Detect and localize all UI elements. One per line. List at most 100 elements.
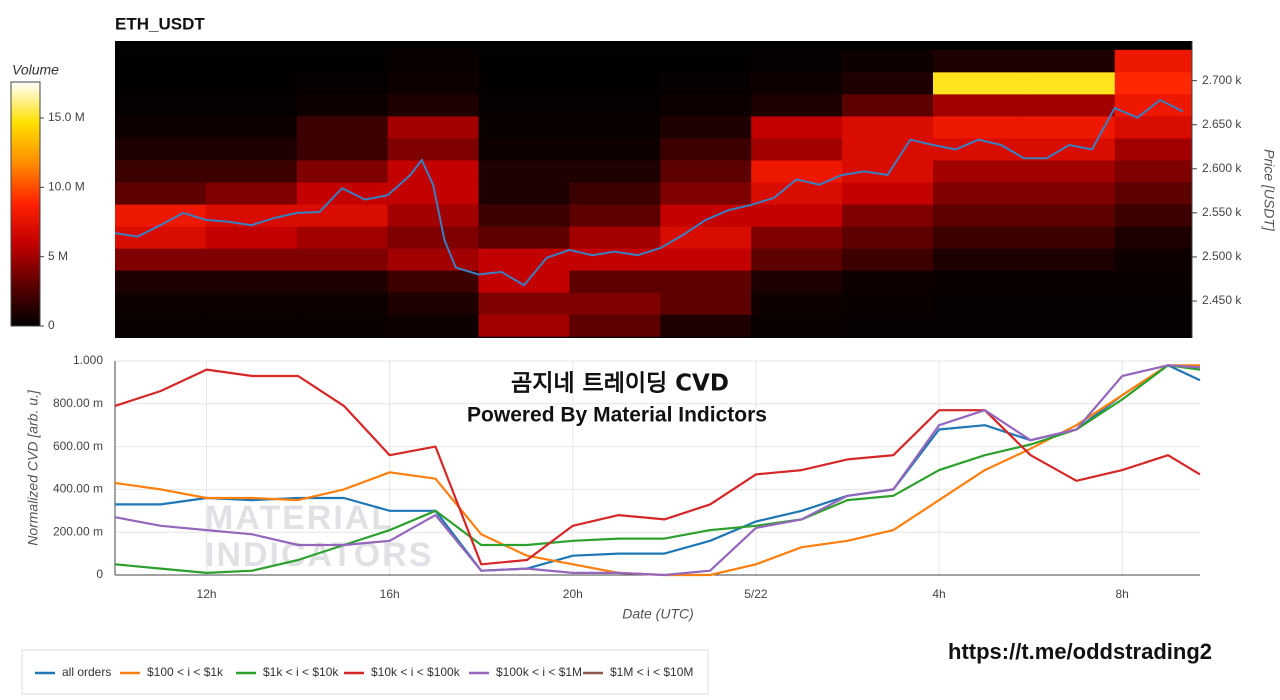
heatmap-cell <box>478 204 570 227</box>
heatmap-cell <box>751 182 843 205</box>
heatmap-cell <box>842 314 934 337</box>
legend-label: $10k < i < $100k <box>371 665 461 679</box>
heatmap-cell <box>751 204 843 227</box>
heatmap-cell <box>115 71 207 95</box>
heatmap-cell <box>751 248 843 271</box>
heatmap-cell <box>751 49 843 73</box>
heatmap-cell <box>569 137 661 161</box>
x-tick-label: 16h <box>380 587 400 601</box>
heatmap-cell <box>478 248 570 271</box>
heatmap-cell <box>478 292 570 315</box>
heatmap-cell <box>932 292 1025 315</box>
y-tick-label: 400.00 m <box>53 482 103 496</box>
heatmap-cell <box>569 49 661 73</box>
heatmap-cell <box>751 93 843 117</box>
heatmap-cell <box>115 159 207 183</box>
heatmap-cell <box>296 270 389 293</box>
heatmap-cell <box>842 137 934 161</box>
heatmap-cell <box>569 182 661 205</box>
colorbar-tick-label: 10.0 M <box>48 180 85 194</box>
x-axis-title: Date (UTC) <box>622 606 694 622</box>
heatmap-cell <box>1114 204 1193 227</box>
heatmap-cell <box>1023 292 1116 315</box>
heatmap-cell <box>932 115 1025 139</box>
heatmap-cell <box>1114 182 1193 205</box>
heatmap-cell <box>387 49 480 73</box>
heatmap-cell <box>1114 314 1193 337</box>
y-tick-label: 600.00 m <box>53 439 103 453</box>
x-tick-label: 4h <box>932 587 945 601</box>
series-line <box>114 364 1201 574</box>
heatmap-cell <box>660 182 752 205</box>
heatmap-cell <box>478 182 570 205</box>
y-tick-label: 1.000 <box>73 353 103 367</box>
heatmap-cell <box>751 292 843 315</box>
heatmap-cell <box>1114 159 1193 183</box>
heatmap-cell <box>842 292 934 315</box>
heatmap-cell <box>1023 137 1116 161</box>
heatmap-cell <box>115 314 207 337</box>
heatmap-cell <box>1023 159 1116 183</box>
x-tick-label: 8h <box>1115 587 1128 601</box>
heatmap-cell <box>569 204 661 227</box>
heatmap-cell <box>569 159 661 183</box>
colorbar-tick-label: 15.0 M <box>48 110 85 124</box>
heatmap-cell <box>387 93 480 117</box>
heatmap-cell <box>1114 248 1193 271</box>
heatmap-cell <box>842 182 934 205</box>
heatmap-cell <box>205 248 298 271</box>
heatmap-cell <box>296 248 389 271</box>
heatmap-cell <box>205 314 298 337</box>
heatmap-cell <box>387 270 480 293</box>
heatmap-cell <box>932 314 1025 337</box>
heatmap-cell <box>115 115 207 139</box>
heatmap-cell <box>205 182 298 205</box>
heatmap-cell <box>115 248 207 271</box>
heatmap-cell <box>751 71 843 95</box>
heatmap-cell <box>751 115 843 139</box>
heatmap-cell <box>1114 115 1193 139</box>
heatmap-cell <box>1023 314 1116 337</box>
heatmap-cell <box>842 270 934 293</box>
y-tick-label: 200.00 m <box>53 524 103 538</box>
heatmap-cell <box>1114 226 1193 249</box>
heatmap-cell <box>660 270 752 293</box>
heatmap-cell <box>569 292 661 315</box>
heatmap-cell <box>205 93 298 117</box>
heatmap-cell <box>751 159 843 183</box>
heatmap-cell <box>660 93 752 117</box>
heatmap-cell <box>478 314 570 337</box>
heatmap-cell <box>842 204 934 227</box>
heatmap-cell <box>660 115 752 139</box>
heatmap-cell <box>1114 71 1193 95</box>
heatmap-cell <box>115 49 207 73</box>
heatmap-cell <box>387 115 480 139</box>
heatmap-cell <box>478 226 570 249</box>
heatmap-cell <box>1023 71 1116 95</box>
legend-label: $1k < i < $10k <box>263 665 339 679</box>
heatmap-cell <box>660 226 752 249</box>
heatmap-cell <box>387 292 480 315</box>
heatmap-cell <box>1023 182 1116 205</box>
heatmap-cell <box>296 204 389 227</box>
y-tick-label: 2.700 k <box>1202 73 1242 87</box>
footer-link[interactable]: https://t.me/oddstrading2 <box>948 639 1212 664</box>
heatmap-cell <box>387 71 480 95</box>
heatmap-cell <box>932 71 1025 95</box>
heatmap-cell <box>569 71 661 95</box>
heatmap-cell <box>842 248 934 271</box>
heatmap-cell <box>296 314 389 337</box>
heatmap-cell <box>1023 93 1116 117</box>
heatmap-cell <box>478 159 570 183</box>
heatmap-cell <box>115 226 207 249</box>
heatmap-cell <box>478 115 570 139</box>
y-tick-label: 2.600 k <box>1202 161 1242 175</box>
heatmap-cell <box>932 159 1025 183</box>
heatmap-cell <box>569 115 661 139</box>
heatmap-cell <box>115 204 207 227</box>
heatmap-cell <box>932 49 1025 73</box>
heatmap-cell <box>296 71 389 95</box>
y-axis-title: Normalized CVD [arb. u.] <box>25 389 41 546</box>
heatmap-cell <box>205 137 298 161</box>
